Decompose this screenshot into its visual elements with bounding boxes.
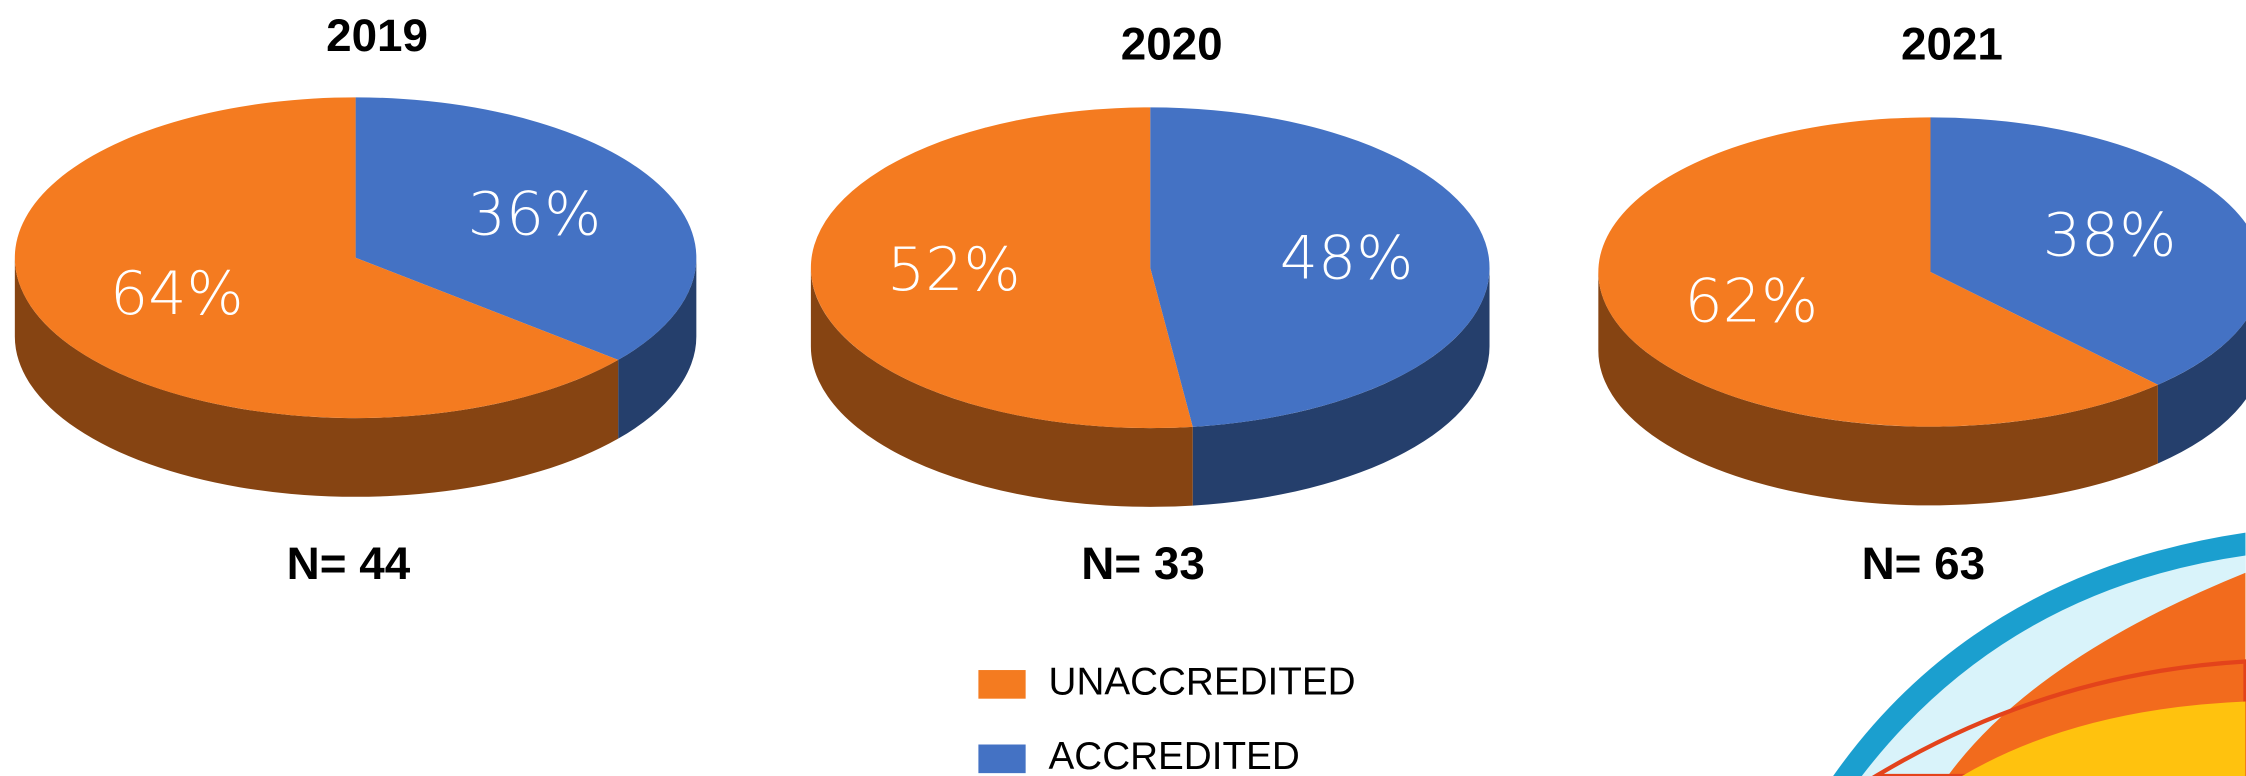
pie-note: N= 44 bbox=[287, 538, 411, 589]
slice-label: 64% bbox=[110, 259, 244, 329]
legend-swatch bbox=[978, 745, 1025, 774]
pie-title: 2019 bbox=[326, 10, 428, 61]
pie: 36% 64% bbox=[15, 97, 697, 496]
slice-label: 62% bbox=[1685, 267, 1819, 337]
pie-note: N= 33 bbox=[1081, 538, 1204, 589]
slice-label: 48% bbox=[1280, 223, 1414, 293]
page: 36% 64% 2019 N= 44 48% 52% 2020 N= 33 38% 62% 2021… bbox=[0, 0, 2246, 776]
pie-note: N= 63 bbox=[1862, 538, 1985, 589]
legend-swatch bbox=[978, 670, 1025, 699]
pie-title: 2021 bbox=[1901, 18, 2003, 69]
slice-label: 38% bbox=[2043, 201, 2177, 271]
legend-label: ACCREDITED bbox=[1049, 735, 1300, 776]
pie: 48% 52% bbox=[811, 107, 1490, 506]
legend-label: UNACCREDITED bbox=[1049, 661, 1356, 704]
slice-label: 52% bbox=[887, 235, 1021, 305]
slice-label: 36% bbox=[468, 180, 602, 250]
pie-title: 2020 bbox=[1121, 18, 1223, 69]
chart: 36% 64% 2019 N= 44 48% 52% 2020 N= 33 38% 62% 2021… bbox=[0, 0, 2246, 776]
pie: 38% 62% bbox=[1598, 117, 2246, 505]
